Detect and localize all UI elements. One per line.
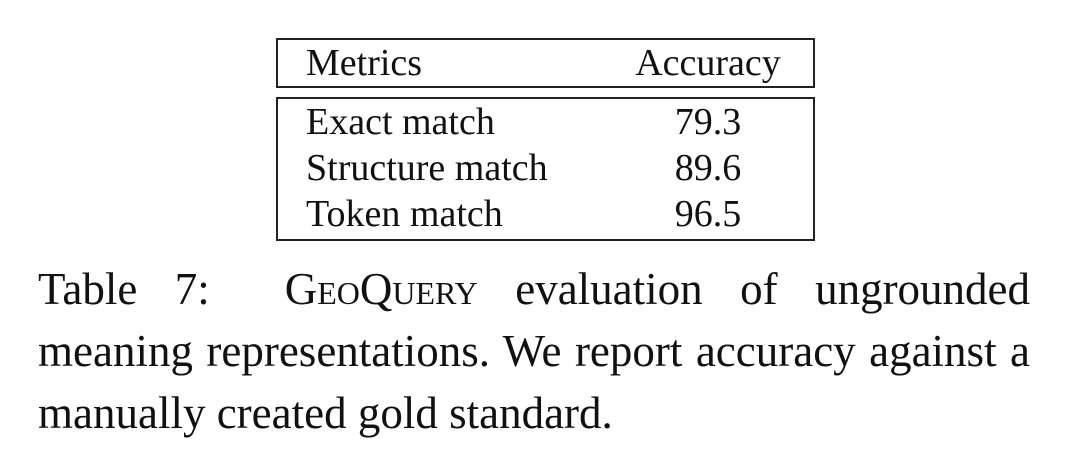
cell: Structure match <box>306 147 548 189</box>
cell: Token match <box>306 193 503 235</box>
cell: Exact match <box>306 101 495 143</box>
cell: 89.6 <box>674 147 742 189</box>
caption-name: GeoQuery <box>284 264 478 314</box>
table-header: Metrics Accuracy <box>276 38 815 88</box>
table-body: Exact match 79.3 Structure match 89.6 To… <box>276 97 815 241</box>
header-cell: Metrics <box>306 42 423 84</box>
caption: Table 7: GeoQuery evaluation of unground… <box>38 258 1030 444</box>
caption-label: Table 7: <box>38 264 210 314</box>
header-cell: Accuracy <box>635 42 781 84</box>
cell: 96.5 <box>674 193 742 235</box>
caption-text: evaluation of ungrounded meaning represe… <box>38 264 1031 438</box>
cell: 79.3 <box>674 101 742 143</box>
